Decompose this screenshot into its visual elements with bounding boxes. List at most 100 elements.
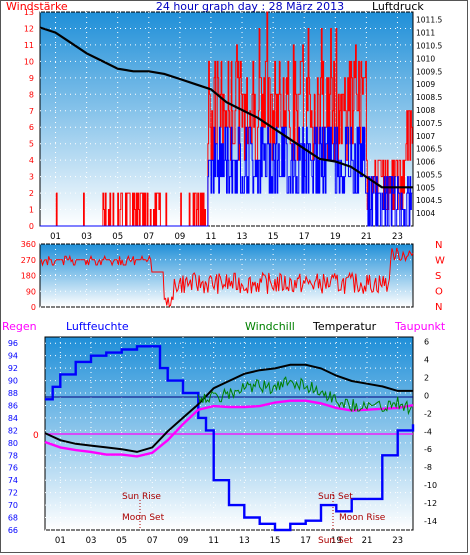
humidity-tick-label: 78: [8, 451, 18, 460]
direction-tick-label: 90: [26, 287, 36, 296]
pressure-tick-label: 1005.5: [416, 170, 442, 179]
wind-tick-label: 11: [24, 41, 34, 50]
humidity-tick-label: 92: [8, 364, 18, 373]
wind-x-tick-label: 01: [50, 232, 61, 242]
gust-step-line: [40, 126, 413, 227]
direction-y-ticks: 0 90 180 270 360: [21, 240, 36, 312]
wind-tick-label: 2: [29, 189, 34, 198]
humidity-y-ticks: 66 68 70 72 74 76 78 80 82 84 86 88 90 92 94 96: [8, 339, 18, 535]
pressure-tick-label: 1009: [416, 80, 435, 89]
wind-x-tick-label: 17: [299, 232, 310, 242]
pressure-tick-label: 1010: [416, 54, 435, 63]
legend-rain: Regen: [2, 320, 37, 333]
pressure-tick-label: 1006.5: [416, 145, 442, 154]
sun-set-bottom-label: Sun Set: [318, 536, 353, 546]
temp-x-tick-label: 23: [392, 536, 403, 546]
compass-label: S: [435, 271, 441, 282]
humidity-tick-label: 96: [8, 339, 18, 348]
pressure-tick-label: 1010.5: [416, 42, 442, 51]
temp-x-tick-label: 19: [331, 536, 342, 546]
pressure-tick-label: 1007.5: [416, 119, 442, 128]
wind-x-tick-label: 15: [268, 232, 279, 242]
temp-tick-label: 0: [424, 391, 429, 400]
temp-x-tick-label: 09: [178, 536, 189, 546]
temp-tick-label: -10: [424, 481, 437, 490]
direction-grid: [40, 243, 413, 308]
temp-tick-label: -12: [424, 499, 437, 508]
sun-set-label: Sun Set: [318, 492, 353, 502]
legend-windchill: Windchill: [245, 320, 295, 333]
humidity-tick-label: 76: [8, 464, 18, 473]
windchill-line: [197, 376, 412, 416]
compass-label: N: [435, 302, 442, 313]
wind-tick-label: 0: [29, 222, 34, 231]
direction-tick-label: 270: [21, 256, 36, 265]
humidity-tick-label: 82: [8, 426, 18, 435]
pressure-tick-label: 1006: [416, 158, 435, 167]
wind-tick-label: 10: [24, 57, 34, 66]
humidity-tick-label: 90: [8, 377, 18, 386]
temp-x-tick-label: 03: [86, 536, 97, 546]
humidity-line: [45, 345, 415, 532]
rain-zero-label: 0: [33, 431, 39, 441]
temp-x-tick-label: 15: [270, 536, 281, 546]
compass-label: O: [435, 287, 443, 298]
wind-x-tick-label: 03: [81, 232, 92, 242]
pressure-axis-label: Luftdruck: [372, 0, 424, 13]
wind-tick-label: 5: [29, 140, 34, 149]
wind-tick-label: 8: [29, 90, 34, 99]
humidity-tick-label: 72: [8, 489, 18, 498]
direction-line: [40, 247, 414, 308]
temp-tick-label: -14: [424, 517, 437, 526]
wind-tick-label: 3: [29, 173, 34, 182]
pressure-line: [39, 26, 413, 189]
pressure-tick-label: 1007: [416, 132, 435, 141]
legend-temperature: Temperatur: [312, 320, 377, 333]
temp-x-tick-label: 17: [300, 536, 311, 546]
gust-series: [40, 126, 413, 227]
pressure-tick-label: 1011.5: [416, 16, 442, 25]
temp-x-tick-label: 01: [55, 536, 66, 546]
sun-rise-label: Sun Rise: [122, 492, 161, 502]
direction-tick-label: 180: [21, 272, 36, 281]
humidity-tick-label: 94: [8, 352, 18, 361]
wind-x-tick-label: 19: [330, 232, 341, 242]
wind-tick-label: 12: [24, 24, 34, 33]
wind-tick-label: 7: [29, 107, 34, 116]
legend-dewpoint: Taupunkt: [394, 320, 446, 333]
wind-tick-label: 13: [24, 8, 34, 17]
humidity-tick-label: 80: [8, 439, 18, 448]
wind-x-tick-label: 11: [206, 232, 217, 242]
humidity-tick-label: 68: [8, 514, 18, 523]
temp-x-ticks: 01 03 05 07 09 11 13 15 17 19 21 23: [55, 536, 403, 546]
temp-tick-label: 2: [424, 373, 429, 382]
pressure-y-ticks: 1004 1004.5 1005 1005.5 1006 1006.5 1007 1007.5…: [416, 16, 442, 218]
direction-tick-label: 0: [31, 303, 36, 312]
humidity-tick-label: 88: [8, 389, 18, 398]
wind-x-tick-label: 23: [392, 232, 403, 242]
pressure-tick-label: 1011: [416, 29, 435, 38]
temp-x-tick-label: 11: [208, 536, 219, 546]
wind-tick-label: 4: [29, 156, 34, 165]
compass-label: W: [435, 256, 445, 267]
pressure-tick-label: 1009.5: [416, 67, 442, 76]
wind-x-tick-label: 05: [112, 232, 123, 242]
temp-y-ticks: -14 -12 -10 -8 -6 -4 -2 0 2 4 6: [424, 337, 437, 526]
humidity-tick-label: 84: [8, 414, 18, 423]
wind-tick-label: 1: [29, 206, 34, 215]
humidity-tick-label: 74: [8, 476, 18, 485]
wind-tick-label: 9: [29, 74, 34, 83]
temp-tick-label: -2: [424, 409, 432, 418]
pressure-tick-label: 1008.5: [416, 93, 442, 102]
moon-rise-label: Moon Rise: [339, 513, 386, 523]
compass-label: N: [435, 240, 442, 251]
pressure-tick-label: 1008: [416, 106, 435, 115]
humidity-tick-label: 86: [8, 401, 18, 410]
temp-x-tick-label: 13: [239, 536, 250, 546]
legend-humidity: Luftfeuchte: [66, 320, 129, 333]
direction-tick-label: 360: [21, 240, 36, 249]
wind-x-tick-label: 21: [361, 232, 372, 242]
moon-set-label: Moon Set: [122, 513, 165, 523]
